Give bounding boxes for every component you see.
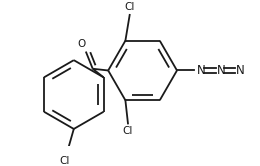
Text: Cl: Cl <box>125 2 135 12</box>
Text: N: N <box>217 64 225 77</box>
Text: N: N <box>197 64 205 77</box>
Text: Cl: Cl <box>123 126 133 136</box>
Text: N: N <box>236 64 245 77</box>
Text: Cl: Cl <box>59 156 69 166</box>
Text: O: O <box>77 39 86 49</box>
